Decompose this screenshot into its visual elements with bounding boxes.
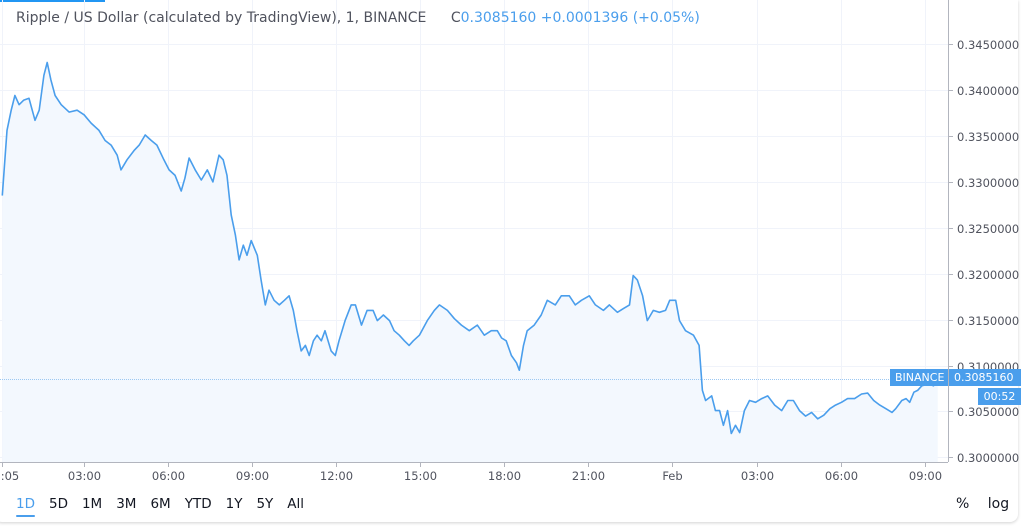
exchange-tag: BINANCE [890, 369, 948, 386]
change-percent: (+0.05%) [632, 10, 700, 26]
price-tick-label: 0.3300000 [957, 175, 1020, 190]
time-tick-label: 03:00 [67, 469, 102, 483]
time-tick-label: 12:00 [319, 469, 354, 483]
range-toolbar: 1D 5D 1M 3M 6M YTD 1Y 5Y All [16, 496, 318, 517]
range-button-1m[interactable]: 1M [81, 496, 103, 512]
price-tick-label: 0.3450000 [957, 37, 1020, 52]
price-tick-label: 0.3000000 [957, 450, 1020, 465]
range-button-all[interactable]: All [287, 496, 305, 512]
axis-ticks [2, 44, 953, 467]
close-value: 0.3085160 [460, 10, 537, 26]
symbol-title: Ripple / US Dollar (calculated by Tradin… [16, 10, 427, 26]
time-tick-label: :05 [0, 469, 20, 483]
range-button-1y[interactable]: 1Y [225, 496, 243, 512]
range-button-3m[interactable]: 3M [116, 496, 137, 512]
time-tick-label: 15:00 [403, 469, 438, 483]
range-button-ytd[interactable]: YTD [184, 496, 212, 512]
chart-legend: Ripple / US Dollar (calculated by Tradin… [16, 10, 700, 26]
time-tick-label: 06:00 [151, 469, 186, 483]
percent-scale-button[interactable]: % [956, 496, 970, 512]
time-tick-label: 09:00 [908, 469, 943, 483]
price-tick-label: 0.3150000 [957, 313, 1020, 328]
close-prefix: C [450, 10, 461, 26]
last-price-tag: 0.3085160 [949, 369, 1021, 386]
range-button-6m[interactable]: 6M [150, 496, 171, 512]
range-button-5d[interactable]: 5D [48, 496, 68, 512]
price-line [1, 61, 939, 435]
range-button-5y[interactable]: 5Y [256, 496, 274, 512]
price-tick-label: 0.3200000 [957, 267, 1020, 282]
bar-countdown-tag: 00:52 [978, 388, 1021, 405]
time-tick-label: 06:00 [824, 469, 859, 483]
price-chart[interactable] [0, 0, 1024, 490]
time-tick-label: 18:00 [487, 469, 522, 483]
time-tick-label: 03:00 [740, 469, 775, 483]
price-tick-label: 0.3250000 [957, 221, 1020, 236]
range-button-1d[interactable]: 1D [16, 496, 35, 517]
top-accent-bar [0, 0, 105, 2]
price-area-fill [2, 62, 938, 462]
log-scale-button[interactable]: log [987, 496, 1010, 512]
price-tick-label: 0.3050000 [957, 404, 1020, 419]
time-tick-label: Feb [662, 469, 683, 483]
time-tick-label: 21:00 [571, 469, 606, 483]
time-tick-label: 09:00 [235, 469, 270, 483]
scale-buttons: % log [956, 496, 1023, 512]
price-tick-label: 0.3400000 [957, 83, 1020, 98]
price-tick-label: 0.3350000 [957, 129, 1020, 144]
change-value: +0.0001396 [540, 10, 629, 26]
